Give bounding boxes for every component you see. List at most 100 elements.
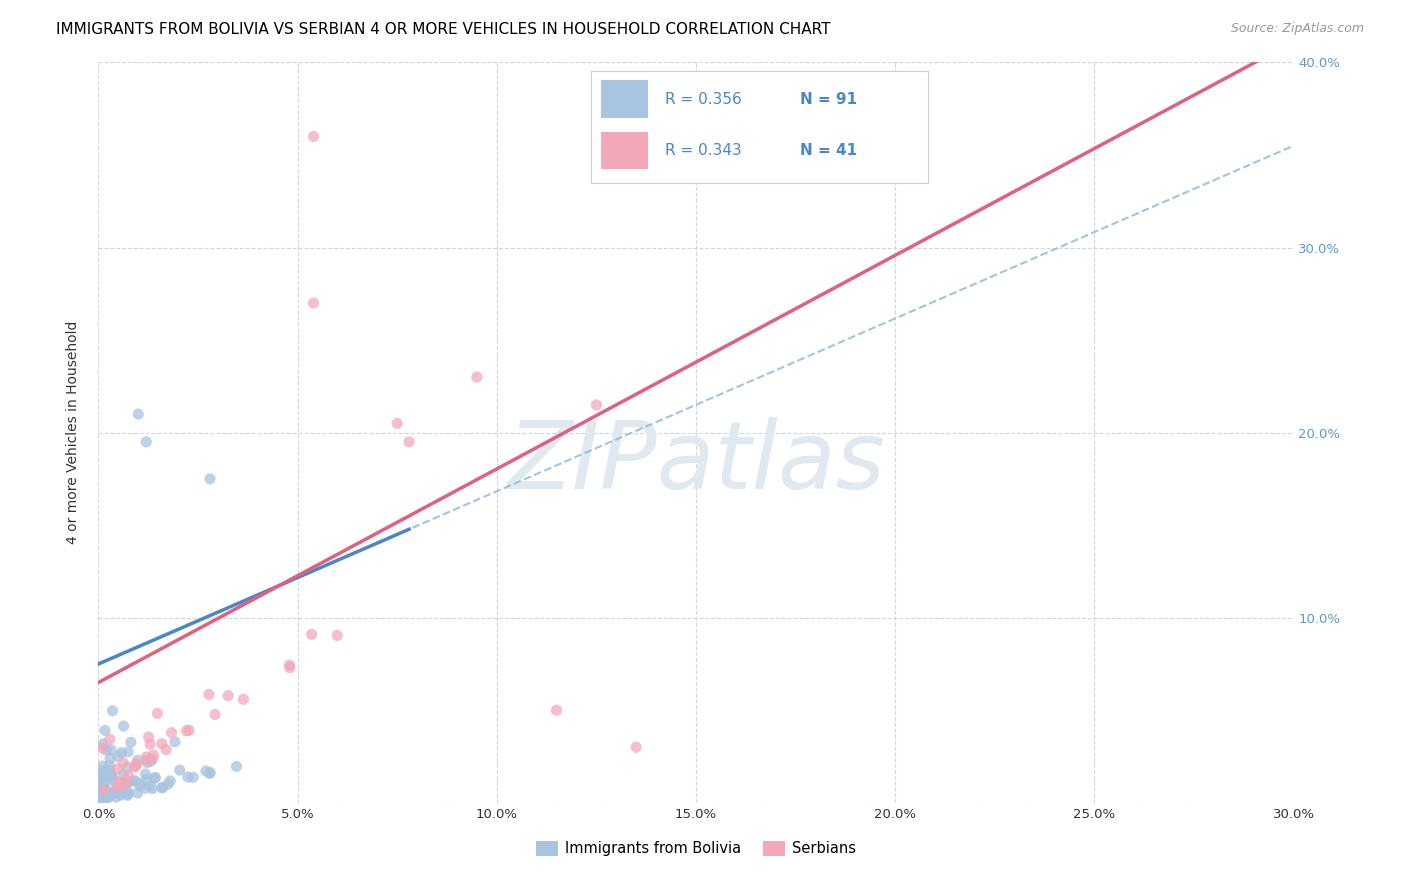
- Point: [122, 773, 145, 788]
- Point: [93, 779, 115, 793]
- Point: [91, 766, 114, 780]
- Point: [94, 772, 117, 787]
- Point: [100, 742, 122, 756]
- Point: [105, 780, 128, 795]
- Point: [143, 771, 166, 785]
- Point: [91, 772, 114, 787]
- Point: [160, 725, 183, 739]
- Point: [117, 785, 139, 799]
- Point: [94, 783, 117, 797]
- Point: [278, 661, 301, 675]
- Text: R = 0.343: R = 0.343: [665, 143, 741, 158]
- Point: [217, 689, 239, 703]
- Point: [93, 783, 115, 797]
- Text: Source: ZipAtlas.com: Source: ZipAtlas.com: [1230, 22, 1364, 36]
- Point: [91, 759, 114, 773]
- Point: [139, 779, 162, 793]
- Point: [93, 786, 115, 800]
- Point: [177, 770, 200, 784]
- Point: [135, 750, 157, 764]
- Point: [198, 766, 221, 780]
- Point: [138, 730, 160, 744]
- Point: [585, 398, 607, 412]
- Point: [107, 762, 129, 776]
- Point: [177, 723, 200, 738]
- Point: [115, 774, 138, 789]
- Point: [163, 735, 186, 749]
- Point: [91, 737, 114, 751]
- Point: [141, 781, 163, 796]
- Point: [91, 794, 114, 808]
- Point: [301, 627, 323, 641]
- Point: [198, 765, 221, 780]
- Point: [198, 472, 221, 486]
- Text: ZIPatlas: ZIPatlas: [508, 417, 884, 508]
- Point: [142, 748, 165, 763]
- Point: [127, 407, 149, 421]
- Point: [125, 756, 148, 771]
- Point: [278, 658, 301, 673]
- Y-axis label: 4 or more Vehicles in Household: 4 or more Vehicles in Household: [66, 321, 80, 544]
- Point: [112, 719, 135, 733]
- Point: [155, 742, 177, 756]
- Point: [111, 785, 134, 799]
- Point: [98, 789, 121, 803]
- Point: [91, 792, 114, 806]
- Point: [117, 789, 139, 803]
- Point: [94, 788, 117, 802]
- Point: [101, 773, 124, 788]
- Text: N = 91: N = 91: [800, 92, 856, 107]
- Point: [107, 782, 129, 797]
- Point: [91, 792, 114, 806]
- Point: [91, 770, 114, 784]
- Point: [118, 774, 141, 789]
- Point: [94, 723, 117, 738]
- Point: [124, 759, 146, 773]
- Point: [385, 417, 409, 431]
- Point: [146, 706, 169, 721]
- Point: [143, 772, 166, 786]
- Point: [135, 753, 157, 767]
- Point: [91, 794, 114, 808]
- Point: [198, 687, 221, 701]
- Point: [91, 789, 114, 804]
- Point: [124, 773, 146, 788]
- Point: [626, 740, 648, 755]
- Point: [98, 767, 121, 781]
- Point: [97, 788, 120, 802]
- Point: [150, 737, 173, 751]
- Point: [127, 786, 149, 800]
- Point: [98, 751, 121, 765]
- Point: [159, 773, 181, 788]
- Point: [135, 767, 157, 781]
- Point: [105, 789, 128, 804]
- Point: [302, 296, 325, 310]
- Point: [112, 768, 135, 782]
- Point: [135, 434, 157, 449]
- Point: [94, 789, 117, 804]
- Point: [98, 786, 121, 800]
- Point: [101, 704, 124, 718]
- Point: [91, 780, 114, 794]
- Point: [194, 764, 217, 778]
- Point: [156, 777, 179, 791]
- Point: [225, 759, 247, 773]
- Point: [91, 772, 114, 787]
- Point: [103, 787, 125, 801]
- Point: [98, 764, 121, 778]
- Point: [465, 370, 488, 384]
- Point: [152, 780, 174, 795]
- Bar: [600, 132, 648, 169]
- Point: [98, 758, 121, 772]
- Point: [94, 793, 117, 807]
- Point: [108, 775, 131, 789]
- Point: [134, 781, 156, 796]
- Point: [91, 786, 114, 800]
- Point: [105, 780, 128, 795]
- Point: [129, 777, 152, 791]
- Point: [97, 785, 120, 799]
- Point: [117, 768, 139, 782]
- Point: [139, 737, 162, 751]
- Text: N = 41: N = 41: [800, 143, 856, 158]
- Point: [100, 768, 122, 782]
